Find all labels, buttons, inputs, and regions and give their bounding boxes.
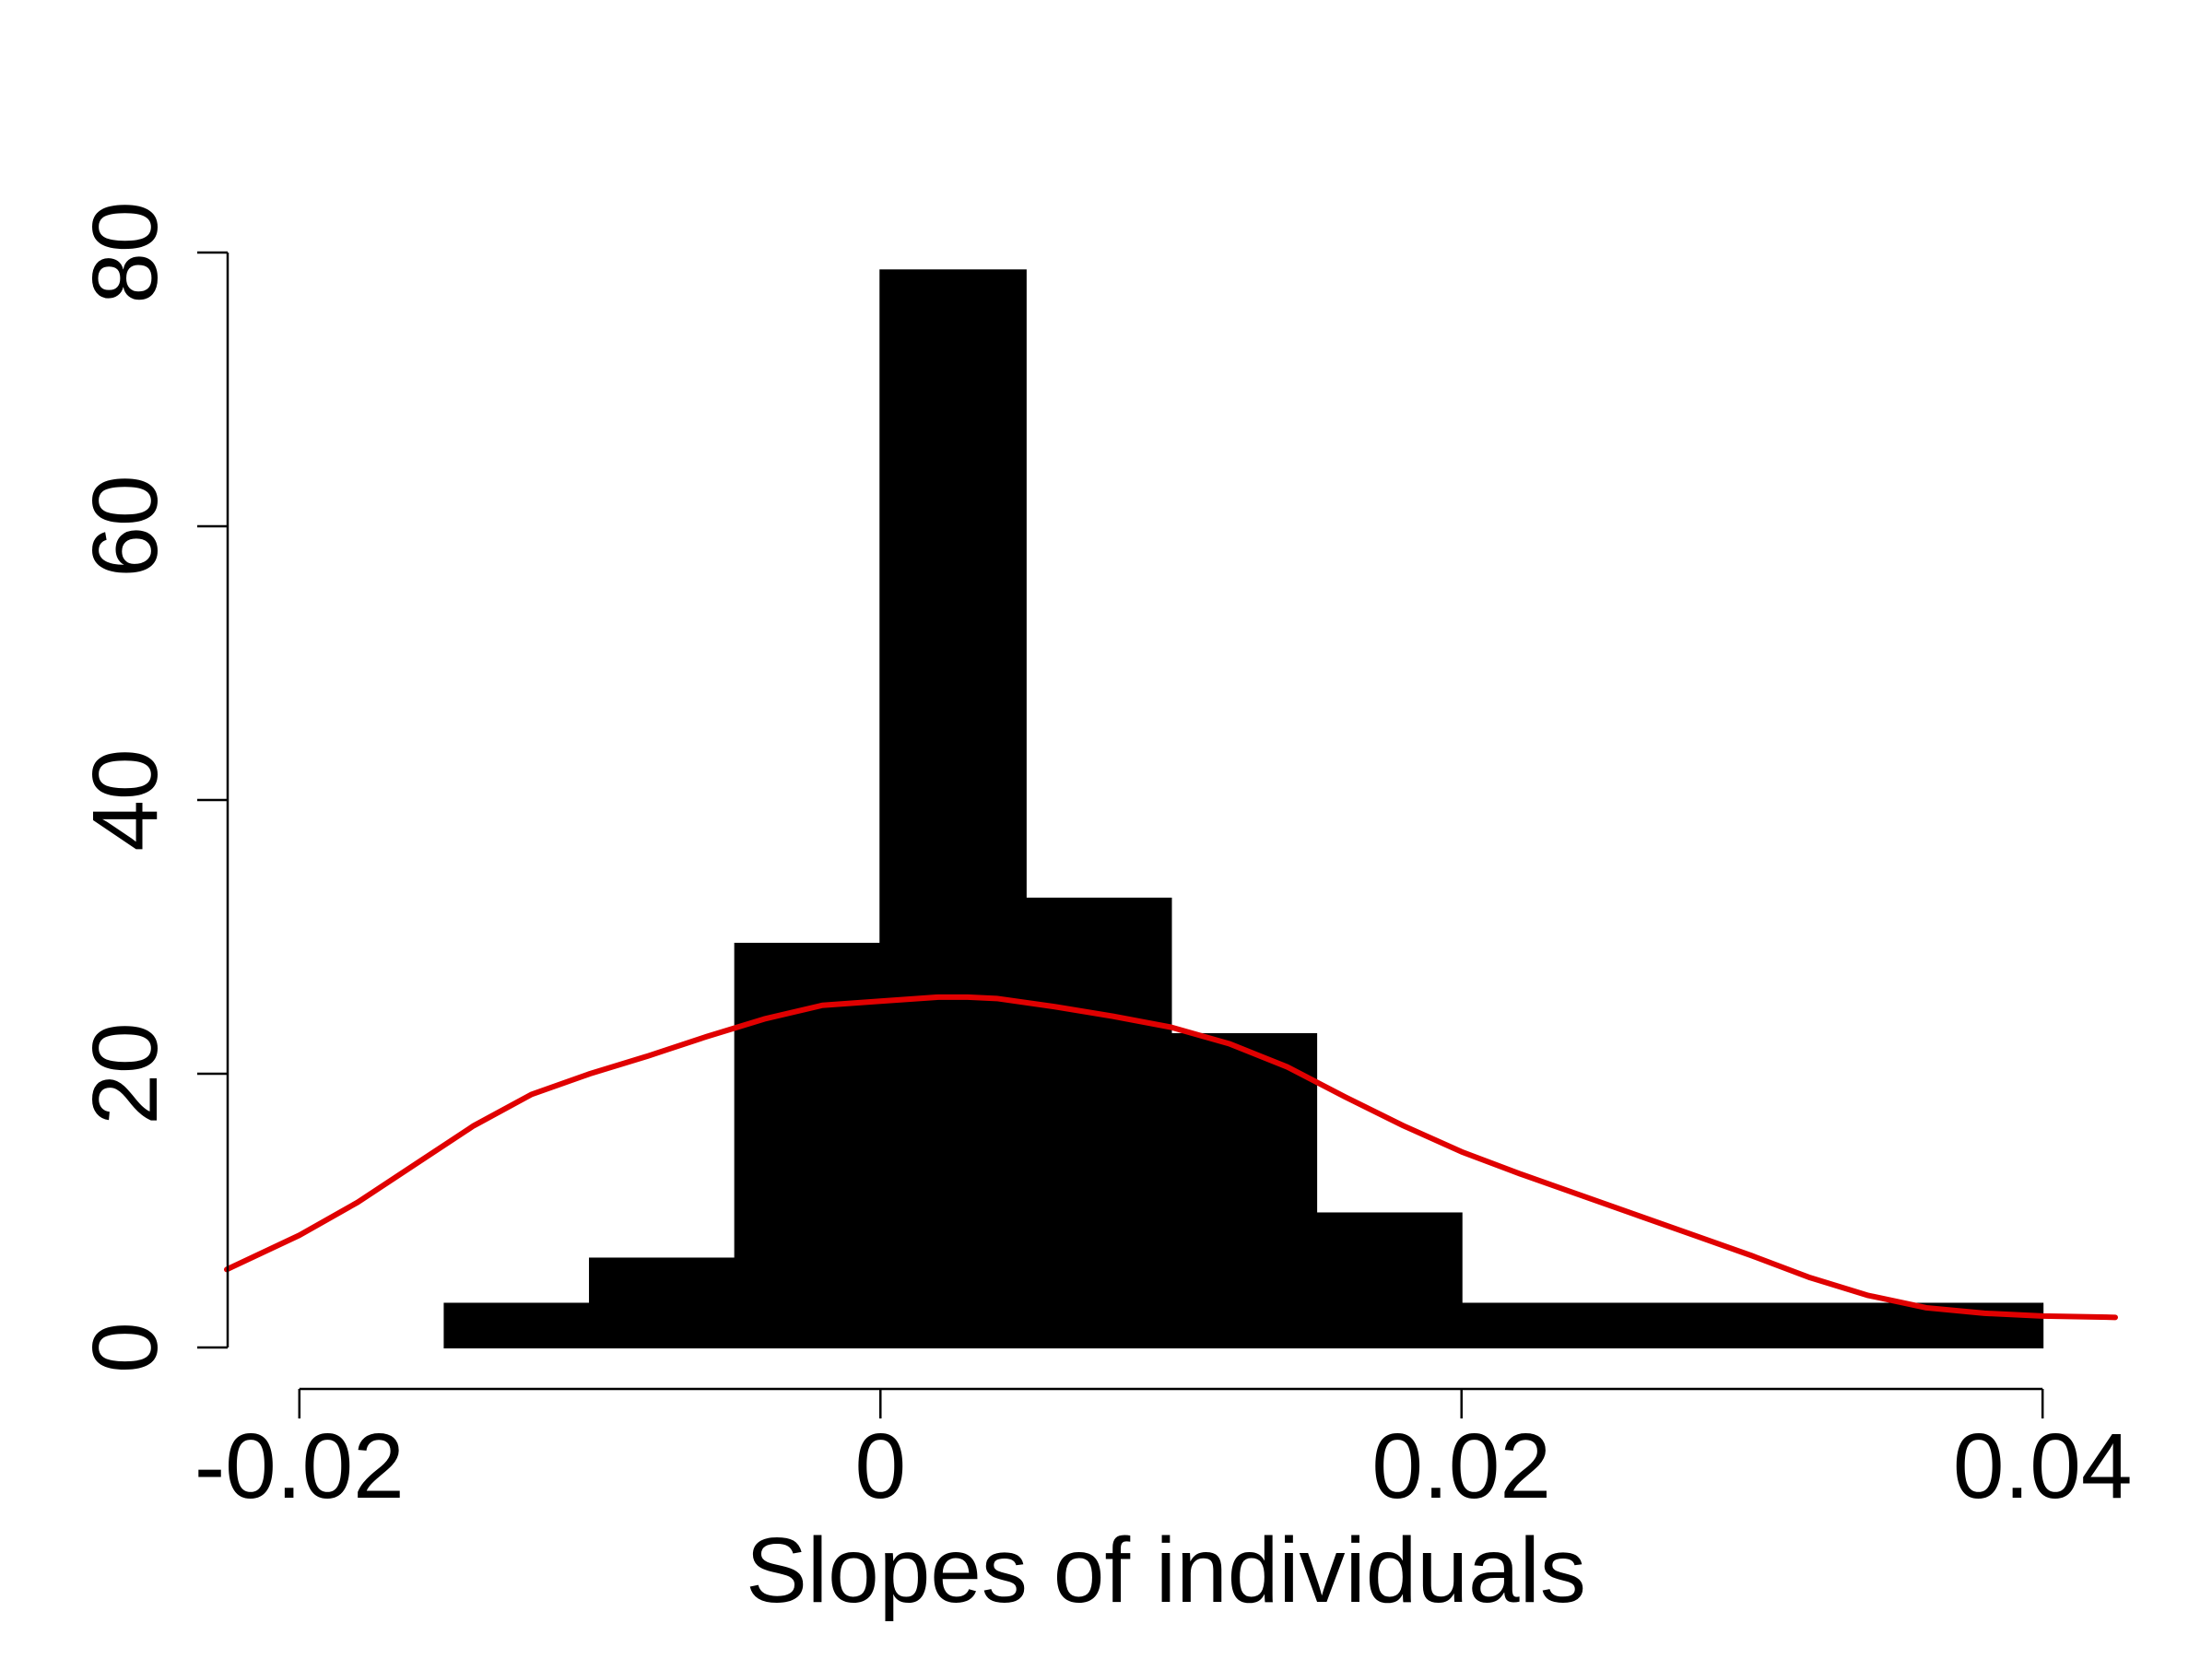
density-curve-layer [224,994,2118,1321]
histogram-bar-4 [1024,897,1172,1348]
y-tick-label-1: 20 [74,1022,177,1124]
histogram-bars [443,269,2044,1349]
x-tick-label-3: 0.04 [1953,1415,2133,1518]
x-tick-label-2: 0.02 [1371,1415,1551,1518]
histogram-bar-6 [1315,1212,1463,1348]
histogram-bar-0 [443,1302,592,1348]
x-axis: -0.02 0 0.02 0.04 [194,1387,2133,1518]
x-tick-label-0: -0.02 [194,1415,405,1518]
y-tick-label-0: 0 [74,1322,177,1373]
y-tick-label-4: 80 [74,201,177,303]
y-tick-label-3: 60 [74,475,177,577]
y-tick-label-2: 40 [74,748,177,851]
histogram-bar-1 [589,1257,736,1348]
histogram-bar-5 [1170,1032,1318,1349]
x-axis-title: Slopes of individuals [746,1519,1586,1622]
x-tick-label-1: 0 [854,1415,906,1518]
histogram-bar-3 [879,269,1027,1348]
y-axis: 0 20 40 60 80 [74,201,229,1373]
density-curve-0 [224,994,2118,1321]
